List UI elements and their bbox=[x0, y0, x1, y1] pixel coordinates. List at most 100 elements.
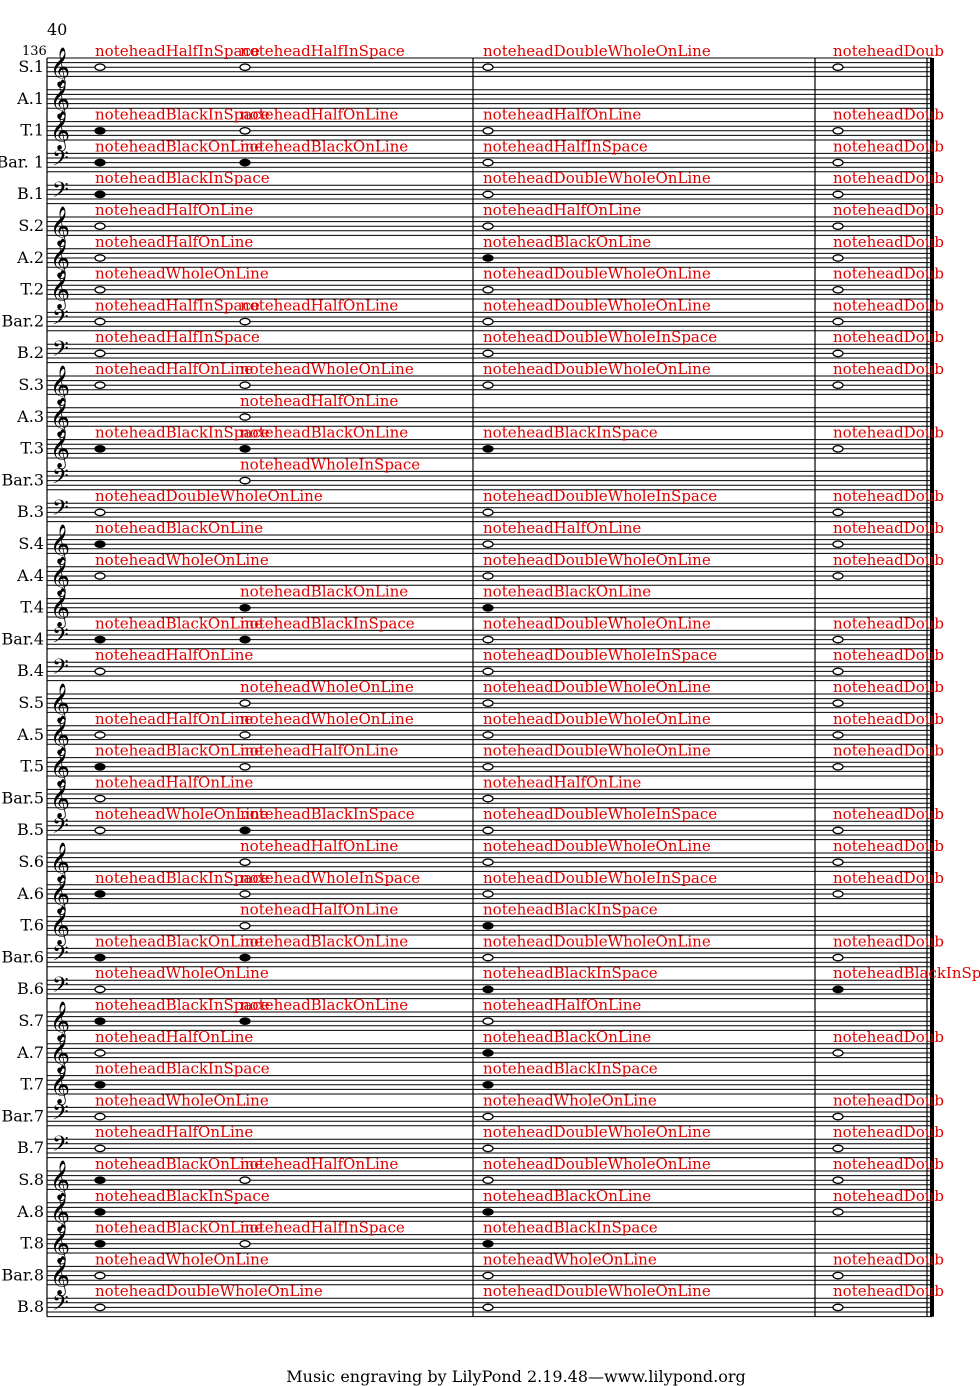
notehead-icon bbox=[832, 222, 844, 231]
notehead-icon bbox=[482, 635, 494, 644]
notehead-label: noteheadDoubleWholeOnLine bbox=[483, 614, 711, 632]
notehead-label: noteheadBlackOnLine bbox=[95, 1219, 263, 1237]
treble-clef-icon: 𝄞 bbox=[50, 842, 70, 883]
staff-label: A.6 bbox=[16, 884, 44, 903]
notehead-label: noteheadWholeInSpace bbox=[240, 455, 420, 473]
notehead-label: noteheadBlackInSpace bbox=[240, 805, 415, 823]
bass-clef-icon: 𝄢 bbox=[52, 464, 69, 494]
notehead-label: noteheadHalfInSpace bbox=[95, 328, 260, 346]
notehead-label: noteheadBlackOnLine bbox=[483, 583, 651, 601]
notehead-label: noteheadDoubleWholeInSpace bbox=[483, 805, 717, 823]
notehead-icon bbox=[832, 126, 844, 135]
staff-label: A.2 bbox=[16, 248, 44, 267]
notehead-icon bbox=[832, 317, 844, 326]
staff-label: B.7 bbox=[17, 1138, 44, 1157]
notehead-label: noteheadHalfOnLine bbox=[240, 901, 398, 919]
staff-label: T.6 bbox=[20, 916, 44, 935]
notehead-icon bbox=[482, 254, 494, 262]
notehead-label: noteheadDoub bbox=[833, 1028, 944, 1046]
notehead-label: noteheadDoubleWholeOnLine bbox=[483, 551, 711, 569]
notehead-label: noteheadDoubleWholeInSpace bbox=[483, 328, 717, 346]
notehead-label: noteheadDoub bbox=[833, 1187, 944, 1205]
notehead-label: noteheadDoub bbox=[833, 106, 944, 124]
notehead-label: noteheadHalfOnLine bbox=[95, 201, 253, 219]
notehead-icon bbox=[482, 1049, 494, 1057]
notehead-icon bbox=[239, 476, 251, 485]
notehead-icon bbox=[94, 317, 106, 326]
notehead-label: noteheadDoubleWholeOnLine bbox=[483, 265, 711, 283]
notehead-label: noteheadDoub bbox=[833, 678, 944, 696]
notehead-label: noteheadDoub bbox=[833, 265, 944, 283]
notehead-icon bbox=[482, 508, 494, 517]
notehead-label: noteheadDoub bbox=[833, 137, 944, 155]
notehead-icon bbox=[832, 635, 844, 644]
staff-label: S.2 bbox=[18, 216, 44, 235]
notehead-icon bbox=[239, 1017, 251, 1026]
treble-clef-icon: 𝄞 bbox=[50, 79, 70, 120]
notehead-label: noteheadDoub bbox=[833, 1250, 944, 1268]
notehead-label: noteheadHalfOnLine bbox=[240, 296, 398, 314]
staff-label: A.1 bbox=[16, 89, 44, 108]
notehead-icon bbox=[239, 158, 251, 167]
notehead-label: noteheadHalfOnLine bbox=[483, 519, 641, 537]
notehead-icon bbox=[482, 190, 494, 199]
notehead-icon bbox=[832, 508, 844, 517]
staff: T.1 𝄞 bbox=[20, 111, 932, 152]
staff: A.1 𝄞 bbox=[16, 79, 932, 120]
notehead-label: noteheadBlackOnLine bbox=[240, 996, 408, 1014]
bass-clef-icon: 𝄢 bbox=[52, 178, 69, 208]
notehead-label: noteheadBlackInSpace bbox=[95, 106, 270, 124]
notehead-icon bbox=[482, 349, 494, 358]
notehead-label: noteheadWholeOnLine bbox=[240, 710, 414, 728]
notehead-label: noteheadHalfInSpace bbox=[240, 1219, 405, 1237]
notehead-label: noteheadDoub bbox=[833, 169, 944, 187]
notehead-label: noteheadBlackInSpace bbox=[483, 424, 658, 442]
staff-label: A.3 bbox=[16, 407, 44, 426]
notehead-icon bbox=[832, 1271, 844, 1280]
notehead-icon bbox=[239, 635, 251, 644]
bass-clef-icon: 𝄢 bbox=[52, 623, 69, 653]
staff: T.7 𝄞 bbox=[20, 1065, 932, 1106]
notehead-label: noteheadDoubleWholeOnLine bbox=[483, 837, 711, 855]
notehead-label: noteheadHalfOnLine bbox=[240, 106, 398, 124]
staff-label: S.5 bbox=[18, 693, 44, 712]
notehead-label: noteheadBlackOnLine bbox=[95, 614, 263, 632]
notehead-label: noteheadDoubleWholeOnLine bbox=[483, 360, 711, 378]
notehead-label: noteheadBlackInSpace bbox=[95, 996, 270, 1014]
notehead-icon bbox=[94, 158, 106, 167]
staff-label: Bar.6 bbox=[2, 947, 44, 966]
notehead-icon bbox=[94, 985, 106, 994]
notehead-label: noteheadWholeOnLine bbox=[95, 964, 269, 982]
treble-clef-icon: 𝄞 bbox=[50, 429, 70, 470]
treble-clef-icon: 𝄞 bbox=[50, 874, 70, 915]
notehead-label: noteheadDoubleWholeOnLine bbox=[483, 1282, 711, 1300]
notehead-label: noteheadBlackOnLine bbox=[240, 137, 408, 155]
staff-label: Bar. 1 bbox=[0, 152, 44, 171]
notehead-label: noteheadDoub bbox=[833, 233, 944, 251]
notehead-icon bbox=[832, 699, 844, 708]
staff-label: Bar.2 bbox=[2, 311, 44, 330]
treble-clef-icon: 𝄞 bbox=[50, 111, 70, 152]
notehead-label: noteheadDoub bbox=[833, 614, 944, 632]
staff-label: T.5 bbox=[20, 757, 44, 776]
notehead-icon bbox=[94, 1303, 106, 1312]
staff-label: B.2 bbox=[17, 343, 44, 362]
staff-label: Bar.3 bbox=[2, 470, 44, 489]
notehead-label: noteheadBlackOnLine bbox=[95, 137, 263, 155]
treble-clef-icon: 𝄞 bbox=[50, 588, 70, 629]
staff: Bar.7 𝄢 bbox=[2, 1100, 932, 1130]
notehead-icon bbox=[94, 667, 106, 676]
notehead-label: noteheadHalfOnLine bbox=[95, 1028, 253, 1046]
bass-clef-icon: 𝄢 bbox=[52, 1291, 69, 1321]
notehead-icon bbox=[832, 826, 844, 835]
bass-clef-icon: 𝄢 bbox=[52, 973, 69, 1003]
treble-clef-icon: 𝄞 bbox=[50, 1160, 70, 1201]
notehead-icon bbox=[482, 667, 494, 676]
staff-label: A.8 bbox=[16, 1202, 44, 1221]
notehead-icon bbox=[482, 699, 494, 708]
treble-clef-icon: 𝄞 bbox=[50, 47, 70, 88]
notehead-icon bbox=[239, 1176, 251, 1185]
notehead-label: noteheadDoub bbox=[833, 360, 944, 378]
notehead-icon bbox=[94, 826, 106, 835]
